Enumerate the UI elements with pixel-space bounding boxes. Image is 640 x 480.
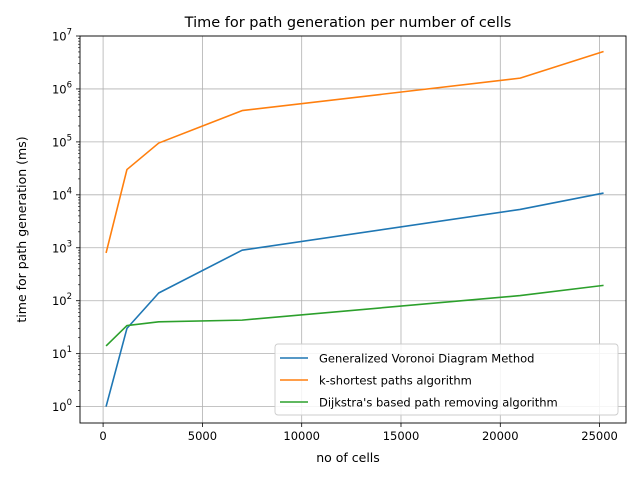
y-tick-label: 105: [52, 133, 72, 149]
legend-label: Generalized Voronoi Diagram Method: [319, 352, 534, 366]
y-axis-label: time for path generation (ms): [14, 136, 29, 322]
y-tick-label: 102: [52, 292, 72, 308]
legend-label: k-shortest paths algorithm: [319, 374, 472, 388]
x-axis-label: no of cells: [316, 450, 380, 465]
y-tick-label: 104: [52, 186, 72, 202]
x-tick-label: 15000: [383, 429, 420, 443]
x-tick-label: 10000: [283, 429, 320, 443]
chart-title: Time for path generation per number of c…: [184, 15, 512, 31]
series-lines: [105, 50, 604, 407]
legend: Generalized Voronoi Diagram Method k-shor…: [274, 343, 619, 416]
series-line-2: [105, 284, 604, 347]
series-line-1: [105, 50, 604, 254]
y-tick-label: 107: [52, 28, 72, 44]
y-tick-label: 100: [52, 398, 72, 414]
x-tick-label: 25000: [581, 429, 618, 443]
x-tick-label: 0: [99, 429, 106, 443]
x-tick-label: 5000: [188, 429, 217, 443]
plot-area-frame: [79, 35, 627, 424]
y-tick-label: 101: [52, 345, 72, 361]
series-line-0: [105, 192, 604, 407]
x-axis-ticks: 0 5000 10000 15000 20000 25000: [99, 423, 618, 443]
y-tick-label: 103: [52, 239, 72, 255]
y-axis-ticks: 100 101 102 103 104 105 106 107: [52, 28, 80, 414]
y-tick-label: 106: [52, 80, 72, 96]
x-tick-label: 20000: [482, 429, 519, 443]
legend-label: Dijkstra's based path removing algorithm: [319, 396, 558, 410]
legend-box: [274, 343, 619, 416]
